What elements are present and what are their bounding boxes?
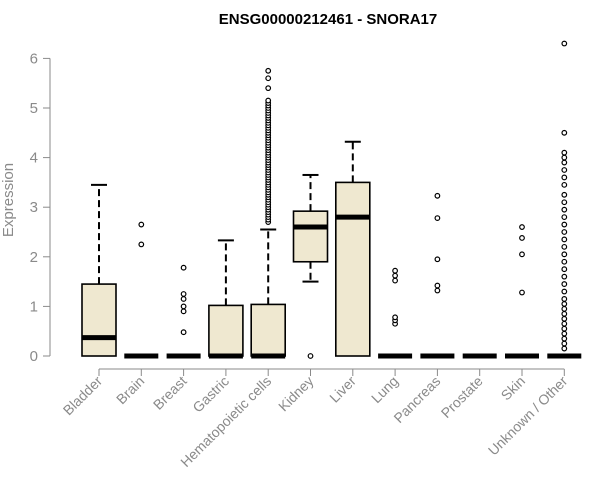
outlier-point xyxy=(561,301,568,307)
box-lung xyxy=(378,267,413,359)
outlier-point xyxy=(561,167,568,173)
outlier-point xyxy=(561,154,568,161)
y-tick-label: 3 xyxy=(30,199,38,216)
y-axis: 0 1 2 3 4 5 6 xyxy=(30,50,51,365)
outlier-point xyxy=(265,67,272,74)
outlier-point xyxy=(519,251,525,258)
outlier-point xyxy=(561,330,568,337)
outlier-point xyxy=(561,236,568,243)
outlier-point xyxy=(434,192,441,199)
x-tick-label: Brain xyxy=(113,373,147,407)
outlier-point xyxy=(180,264,187,271)
outlier-point xyxy=(519,235,525,241)
outlier-point xyxy=(392,277,399,284)
outlier-point xyxy=(392,267,399,274)
y-tick-label: 4 xyxy=(30,150,38,167)
outlier-point xyxy=(561,335,568,342)
outlier-point xyxy=(561,296,568,302)
outlier-point xyxy=(561,345,568,352)
box-iqr xyxy=(334,181,371,357)
outlier-point xyxy=(180,308,187,315)
outlier-point xyxy=(561,206,568,213)
box-liver xyxy=(334,140,371,357)
outlier-point xyxy=(392,272,399,279)
outlier-point xyxy=(138,221,145,228)
outlier-point xyxy=(561,251,568,258)
outlier-point xyxy=(561,273,568,280)
outlier-point xyxy=(434,256,441,263)
y-axis-label: Expression xyxy=(0,163,17,237)
x-tick-label: Unknown / Other xyxy=(485,373,571,459)
box-breast xyxy=(166,264,201,359)
x-tick-label: Kidney xyxy=(275,373,317,415)
box-bladder xyxy=(81,183,117,357)
outlier-point xyxy=(561,243,568,250)
outlier-point xyxy=(561,305,568,312)
box-pancreas xyxy=(420,192,455,359)
outlier-point xyxy=(561,281,568,287)
outlier-point xyxy=(561,174,568,181)
outlier-point xyxy=(180,291,187,297)
boxes-layer xyxy=(81,40,582,359)
outlier-point xyxy=(265,97,272,104)
outlier-point xyxy=(561,258,568,265)
outlier-point xyxy=(265,75,272,82)
outlier-point xyxy=(561,149,568,156)
y-tick-label: 5 xyxy=(30,100,38,117)
outlier-point xyxy=(265,85,272,92)
outlier-point xyxy=(561,129,568,136)
outlier-point xyxy=(561,266,568,273)
outlier-point xyxy=(561,159,568,166)
outlier-point xyxy=(561,325,568,332)
box-brain xyxy=(124,221,159,359)
y-tick-label: 1 xyxy=(30,298,38,315)
outlier-point xyxy=(180,329,187,336)
outlier-point xyxy=(519,289,525,296)
box-hematopoietic-cells xyxy=(250,67,286,359)
outlier-point xyxy=(561,310,568,317)
box-iqr xyxy=(292,210,329,263)
outlier-point xyxy=(561,181,568,188)
outlier-point xyxy=(561,191,568,198)
x-tick-label: Liver xyxy=(326,373,359,406)
outlier-point xyxy=(561,214,568,221)
box-iqr xyxy=(208,304,244,357)
y-tick-label: 2 xyxy=(30,249,38,266)
outlier-point xyxy=(561,320,568,327)
y-tick-label: 6 xyxy=(30,50,38,67)
outlier-point xyxy=(561,315,568,322)
x-tick-label: Bladder xyxy=(60,373,106,419)
outlier-point xyxy=(561,340,568,347)
x-tick-label: Breast xyxy=(150,373,190,413)
box-skin xyxy=(505,224,539,359)
outlier-point xyxy=(392,314,399,321)
box-iqr xyxy=(250,303,286,357)
outlier-point xyxy=(180,296,187,302)
outlier-point xyxy=(180,303,187,310)
x-tick-label: Skin xyxy=(498,373,529,404)
x-tick-label: Prostate xyxy=(438,373,486,421)
outlier-point xyxy=(561,40,568,47)
box-gastric xyxy=(208,239,244,359)
y-tick-label: 0 xyxy=(30,348,38,365)
outlier-point xyxy=(561,199,568,206)
box-iqr xyxy=(81,283,117,357)
x-tick-label: Lung xyxy=(368,373,401,406)
outlier-point xyxy=(434,287,441,294)
outlier-point xyxy=(138,241,145,248)
chart-title: ENSG00000212461 - SNORA17 xyxy=(219,11,437,28)
outlier-point xyxy=(434,215,441,222)
x-tick-label: Pancreas xyxy=(390,373,443,426)
box-kidney xyxy=(292,173,329,359)
outlier-point xyxy=(561,221,568,228)
outlier-point xyxy=(561,288,568,295)
outlier-point xyxy=(434,282,441,289)
box-unknown-other xyxy=(547,40,582,359)
outlier-point xyxy=(307,353,314,359)
outlier-point xyxy=(519,224,525,230)
outlier-point xyxy=(561,229,568,235)
